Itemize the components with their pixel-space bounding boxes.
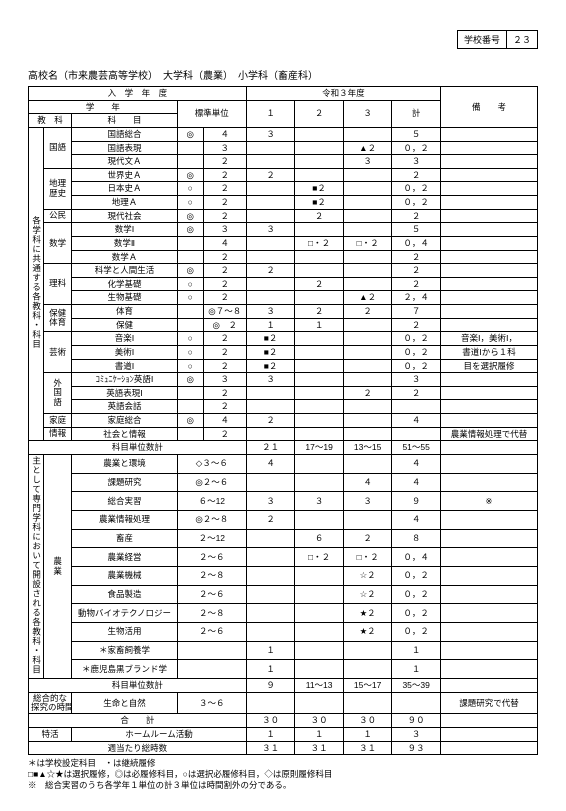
subject-name: 英語会話 <box>72 400 178 414</box>
subject-name: 地理Ａ <box>72 196 178 210</box>
header-gradeyear: 学 年 <box>29 100 178 114</box>
subject-group: 保健体育 <box>44 305 72 332</box>
subject-name: 国語総合 <box>72 127 178 141</box>
subject-group: 芸術 <box>44 332 72 373</box>
subject-name: 書道Ⅰ <box>72 359 178 373</box>
subject-group: 理科 <box>44 264 72 305</box>
header-kamoku: 科 目 <box>72 114 178 128</box>
footnote-1: ＊は学校設定科目 ・は継続履修 <box>28 758 538 769</box>
header-remarks: 備 考 <box>440 87 537 128</box>
side-common: 各学科に共通する各教科・科目 <box>31 216 42 349</box>
subject-group: 数学 <box>44 223 72 264</box>
subject-name: 数学Ⅰ <box>72 223 178 237</box>
subject-group: 外国語 <box>44 373 72 414</box>
subject-group: 公民 <box>44 209 72 223</box>
subject-group: 地理歴史 <box>44 168 72 209</box>
subject-name: 世界史Ａ <box>72 168 178 182</box>
footnote-3: ※ 総合実習のうち各学年１単位の計３単位は時間割外の分である。 <box>28 780 538 791</box>
header-total: 計 <box>392 100 441 127</box>
footnote-2: □■▲☆★は選択履修，◎は必履修科目，○は選択必履修科目，◇は原則履修科目 <box>28 769 538 780</box>
subject-name: 日本史Ａ <box>72 182 178 196</box>
subject-name: 数学Ａ <box>72 250 178 264</box>
header-y3: ３ <box>343 100 392 127</box>
subject-name: 体育 <box>72 305 178 319</box>
subject-name: 社会と情報 <box>72 427 178 441</box>
footnotes: ＊は学校設定科目 ・は継続履修 □■▲☆★は選択履修，◎は必履修科目，○は選択必… <box>28 758 538 791</box>
subject-name: 音楽Ⅰ <box>72 332 178 346</box>
subject-name: 国語表現 <box>72 141 178 155</box>
subject-name: 現代文Ａ <box>72 155 178 169</box>
subject-name: 化学基礎 <box>72 277 178 291</box>
curriculum-table: 入 学 年 度 令和３年度 備 考 学 年 標準単位 １ ２ ３ 計 教 科 科… <box>28 86 538 755</box>
subject-name: 科学と人間生活 <box>72 264 178 278</box>
subject-name: 保健 <box>72 318 178 332</box>
subject-group: 国語 <box>44 127 72 168</box>
header-admission: 入 学 年 度 <box>29 87 247 101</box>
header-y2: ２ <box>295 100 344 127</box>
school-number-box: 学校番号 ２３ <box>28 30 538 49</box>
subject-group: 家庭 <box>44 414 72 428</box>
school-number-value: ２３ <box>506 31 537 49</box>
subject-name: 現代社会 <box>72 209 178 223</box>
subject-name: ｺﾐｭﾆｹｰｼｮﾝ英語Ⅰ <box>72 373 178 387</box>
header-kyoka: 教 科 <box>29 114 72 128</box>
header-reiwa: 令和３年度 <box>246 87 440 101</box>
side-senmon: 主として専門学科において開設される各教科・科目 <box>31 456 42 675</box>
school-name-line: 高校名（市来農芸高等学校） 大学科（農業） 小学科（畜産科） <box>28 67 538 82</box>
subject-name: 数学Ⅱ <box>72 236 178 250</box>
school-number-label: 学校番号 <box>457 31 506 49</box>
subject-name: 生物基礎 <box>72 291 178 305</box>
header-y1: １ <box>246 100 295 127</box>
subject-name: 家庭総合 <box>72 414 178 428</box>
header-stdunit: 標準単位 <box>177 100 246 127</box>
subject-group: 情報 <box>44 427 72 441</box>
subject-name: 美術Ⅰ <box>72 345 178 359</box>
subject-name: 英語表現Ⅰ <box>72 386 178 400</box>
